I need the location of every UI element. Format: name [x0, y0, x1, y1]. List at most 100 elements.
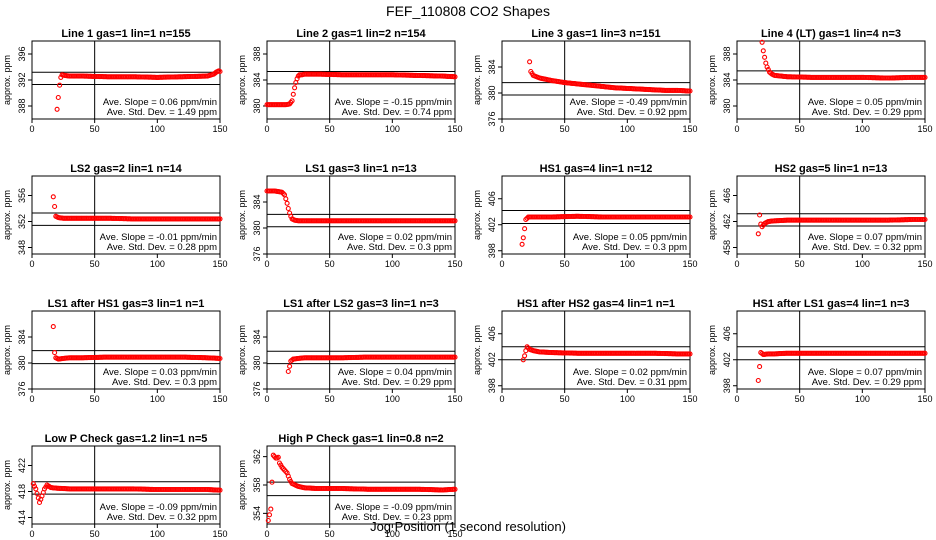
data-points — [759, 39, 928, 81]
slope-annotation: Ave. Slope = -0.01 ppm/min — [100, 232, 217, 243]
y-tick-label: 402 — [487, 352, 497, 367]
x-tick-label: 150 — [917, 124, 932, 134]
panel-title: HS1 gas=4 lin=1 n=12 — [540, 163, 653, 175]
x-tick-label: 50 — [90, 124, 100, 134]
data-point — [755, 377, 761, 384]
data-point — [292, 85, 298, 91]
y-tick-label: 398 — [722, 378, 732, 393]
data-points — [264, 188, 458, 224]
x-tick-label: 0 — [499, 394, 504, 404]
data-point — [50, 194, 56, 200]
data-point — [269, 479, 275, 485]
x-tick-label: 50 — [560, 394, 570, 404]
stddev-annotation: Ave. Std. Dev. = 0.29 ppm — [342, 377, 452, 388]
x-tick-label: 50 — [795, 394, 805, 404]
y-tick-label: 380 — [487, 85, 497, 100]
data-points — [30, 481, 223, 506]
y-tick-label: 354 — [252, 506, 262, 521]
x-tick-label: 150 — [212, 529, 227, 539]
data-point — [765, 67, 771, 73]
x-tick-label: 50 — [90, 394, 100, 404]
data-point — [687, 351, 693, 357]
y-tick-label: 376 — [252, 246, 262, 261]
x-tick-label: 150 — [447, 259, 462, 269]
x-tick-label: 0 — [29, 394, 34, 404]
data-point — [520, 235, 526, 241]
y-tick-label: 380 — [252, 220, 262, 235]
data-point — [452, 74, 458, 80]
data-point — [275, 454, 281, 460]
y-tick-label: 384 — [487, 59, 497, 74]
panel-title: HS2 gas=5 lin=1 n=13 — [775, 163, 888, 175]
stddev-annotation: Ave. Std. Dev. = 0.31 ppm — [577, 377, 687, 388]
x-tick-label: 100 — [620, 394, 635, 404]
y-axis-label: approx. ppm — [2, 55, 12, 105]
x-tick-label: 100 — [150, 259, 165, 269]
panel-1: Line 1 gas=1 lin=1 n=155 0 50 100 150 388 392 3… — [2, 28, 228, 134]
panel-2: Line 2 gas=1 lin=2 n=154 0 50 100 150 380 384 3… — [237, 28, 463, 134]
y-axis-label: approx. ppm — [707, 325, 717, 375]
panel-13: Low P Check gas=1.2 lin=1 n=5 0 50 100 150 41… — [2, 433, 228, 539]
y-tick-label: 398 — [487, 243, 497, 258]
data-point — [762, 54, 768, 60]
data-point — [55, 94, 61, 101]
panel-4: Line 4 (LT) gas=1 lin=4 n=3 0 50 100 150 380 3… — [707, 28, 933, 134]
y-tick-label: 466 — [722, 188, 732, 203]
stddev-annotation: Ave. Std. Dev. = 0.92 ppm — [577, 107, 687, 118]
panel-title: Line 3 gas=1 lin=3 n=151 — [531, 28, 660, 40]
x-tick-label: 100 — [150, 124, 165, 134]
x-tick-label: 0 — [264, 124, 269, 134]
x-tick-label: 100 — [385, 394, 400, 404]
y-tick-label: 348 — [17, 240, 27, 255]
slope-annotation: Ave. Slope = 0.05 ppm/min — [573, 232, 687, 243]
x-tick-label: 50 — [325, 124, 335, 134]
panel-title: LS1 gas=3 lin=1 n=13 — [305, 163, 417, 175]
y-tick-label: 352 — [17, 214, 27, 229]
data-point — [30, 481, 36, 487]
stddev-annotation: Ave. Std. Dev. = 0.3 ppm — [112, 377, 217, 388]
y-tick-label: 376 — [252, 381, 262, 396]
x-tick-label: 150 — [212, 394, 227, 404]
data-point — [217, 216, 223, 222]
data-point — [922, 74, 928, 80]
x-tick-label: 100 — [620, 259, 635, 269]
data-point — [266, 512, 273, 518]
y-axis-label: approx. ppm — [2, 460, 12, 510]
data-point — [52, 203, 58, 210]
data-point — [285, 205, 291, 212]
data-point — [687, 214, 693, 220]
x-tick-label: 150 — [447, 124, 462, 134]
x-tick-label: 100 — [385, 124, 400, 134]
x-tick-label: 150 — [212, 124, 227, 134]
x-tick-label: 50 — [90, 259, 100, 269]
data-point — [57, 82, 63, 88]
panel-6: LS1 gas=3 lin=1 n=13 0 50 100 150 376 380 384 ap… — [237, 163, 463, 269]
x-tick-label: 50 — [325, 394, 335, 404]
y-tick-label: 384 — [722, 72, 732, 87]
plot-frame — [266, 310, 456, 390]
panel-10: LS1 after LS2 gas=3 lin=1 n=3 0 50 100 150 37… — [237, 298, 463, 404]
plot-frame — [31, 175, 221, 255]
x-tick-label: 100 — [855, 394, 870, 404]
panel-title: Line 4 (LT) gas=1 lin=4 n=3 — [761, 28, 901, 40]
y-axis-label: approx. ppm — [2, 190, 12, 240]
stddev-annotation: Ave. Std. Dev. = 0.29 ppm — [812, 377, 922, 388]
stddev-annotation: Ave. Std. Dev. = 0.23 ppm — [342, 512, 452, 523]
data-point — [294, 76, 300, 82]
plot-frame — [736, 175, 926, 255]
y-tick-label: 380 — [252, 98, 262, 113]
stddev-annotation: Ave. Std. Dev. = 1.49 ppm — [107, 107, 217, 118]
data-point — [527, 59, 533, 65]
x-tick-label: 0 — [499, 259, 504, 269]
data-point — [288, 213, 294, 219]
y-tick-label: 406 — [722, 326, 732, 341]
slope-annotation: Ave. Slope = 0.07 ppm/min — [808, 232, 922, 243]
data-point — [522, 353, 528, 359]
x-tick-label: 0 — [29, 529, 34, 539]
stddev-annotation: Ave. Std. Dev. = 0.3 ppm — [582, 242, 687, 253]
data-point — [922, 216, 928, 223]
plot-frame — [501, 40, 691, 120]
stddev-annotation: Ave. Std. Dev. = 0.32 ppm — [812, 242, 922, 253]
panel-14: High P Check gas=1 lin=0.8 n=2 0 50 100 150 3… — [237, 433, 463, 539]
